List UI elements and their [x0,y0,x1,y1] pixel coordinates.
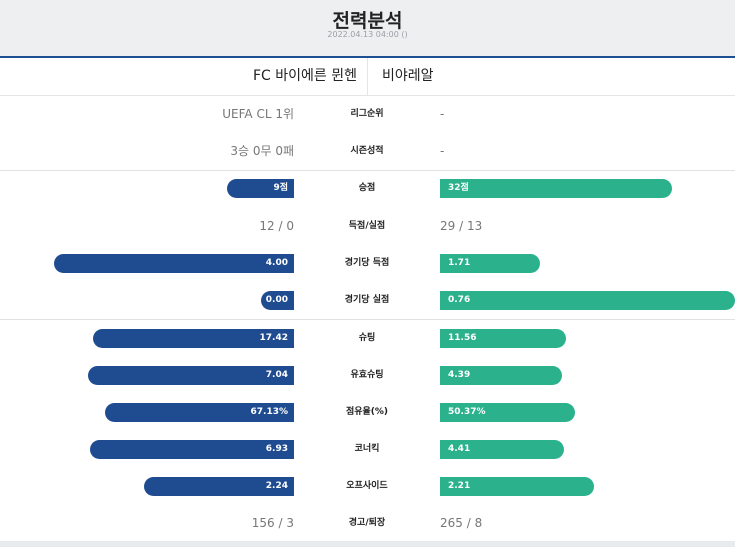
stat-label: 코너킥 [354,444,380,454]
away-stat-bar: 0.76 [440,291,735,310]
stat-label: 시즌성적 [350,146,384,156]
home-stat-bar: 67.13% [105,403,294,422]
section-divider [0,170,735,171]
away-team-name[interactable]: 비야레알 [382,68,434,84]
home-stat-bar: 9점 [227,179,294,198]
stat-label: 경고/퇴장 [348,518,386,528]
away-stat-value: 265 / 8 [440,516,483,530]
stat-label: 경기당 득점 [344,258,390,268]
stat-row: 득점/실점 12 / 0 29 / 13 [0,208,735,245]
stat-row: 시즌성적 3승 0무 0패 - [0,133,735,170]
home-stat-value: 12 / 0 [259,219,294,233]
stat-label: 승점 [358,183,376,193]
stat-row: 오프사이드 2.24 2.21 [0,468,735,505]
stat-label: 득점/실점 [348,221,386,231]
stat-label: 리그순위 [350,109,384,119]
stat-row: 승점 9점 32점 [0,170,735,207]
home-stat-value: 156 / 3 [251,516,294,530]
home-stat-bar: 0.00 [261,291,294,310]
section-divider [0,319,735,320]
stat-label: 슈팅 [358,333,376,343]
team-header: FC 바이에른 뮌헨 비야레알 [0,58,735,96]
away-stat-bar: 11.56 [440,329,566,348]
away-stat-value: - [440,144,445,158]
page-title: 전력분석 [332,10,403,32]
stat-row: 경고/퇴장 156 / 3 265 / 8 [0,505,735,542]
away-stat-bar: 4.41 [440,440,564,459]
stat-row: 코너킥 6.93 4.41 [0,431,735,468]
home-stat-bar: 4.00 [54,254,294,273]
stat-label: 점유율(%) [345,407,389,417]
stat-row: 리그순위 UEFA CL 1위 - [0,96,735,133]
stat-row: 경기당 실점 0.00 0.76 [0,282,735,319]
page-header: 전력분석 2022.04.13 04:00 () [0,0,735,58]
away-stat-bar: 2.21 [440,477,594,496]
match-datetime: 2022.04.13 04:00 () [327,30,408,39]
away-stat-value: 29 / 13 [440,219,483,233]
stat-row: 경기당 득점 4.00 1.71 [0,245,735,282]
footer-strip [0,541,735,547]
home-stat-value: 3승 0무 0패 [230,144,294,158]
home-stat-bar: 17.42 [93,329,294,348]
home-stat-bar: 7.04 [88,366,294,385]
away-stat-bar: 50.37% [440,403,575,422]
stat-row: 점유율(%) 67.13% 50.37% [0,394,735,431]
away-stat-bar: 32점 [440,179,672,198]
away-stat-bar: 1.71 [440,254,540,273]
away-stat-value: - [440,107,445,121]
stat-label: 오프사이드 [346,481,388,491]
away-stat-bar: 4.39 [440,366,562,385]
home-stat-bar: 2.24 [144,477,294,496]
stat-row: 슈팅 17.42 11.56 [0,320,735,357]
team-divider [367,58,368,95]
stat-label: 경기당 실점 [344,295,390,305]
home-stat-value: UEFA CL 1위 [222,107,294,121]
stat-label: 유효슈팅 [350,370,384,380]
home-stat-bar: 6.93 [90,440,294,459]
home-team-name[interactable]: FC 바이에른 뮌헨 [252,68,357,84]
stat-row: 유효슈팅 7.04 4.39 [0,357,735,394]
